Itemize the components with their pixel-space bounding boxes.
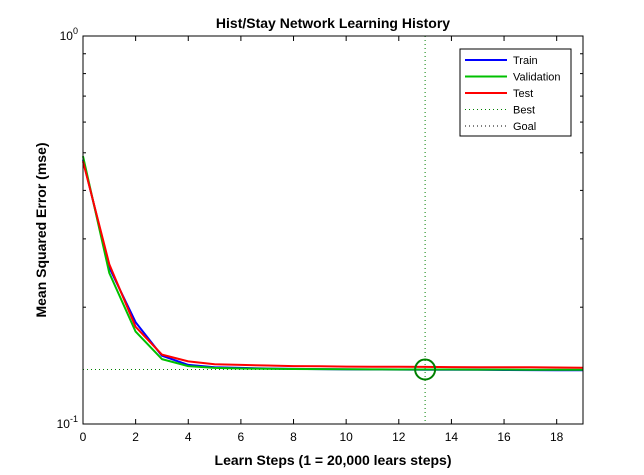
y-axis-ticks: 100 10-1	[57, 26, 583, 431]
x-axis-label: Learn Steps (1 = 20,000 lears steps)	[215, 452, 452, 468]
series-line-test	[82, 161, 584, 369]
y-tick-label: 10-1	[57, 414, 78, 431]
marker-layer	[414, 358, 437, 381]
legend-label-validation: Validation	[513, 72, 561, 84]
legend-label-train: Train	[513, 55, 538, 67]
y-tick-label: 100	[60, 26, 78, 43]
legend: Train Validation Test Best Goal	[459, 48, 572, 137]
legend-label-goal: Goal	[513, 121, 536, 133]
legend-label-test: Test	[513, 88, 533, 100]
plot-border	[82, 35, 584, 425]
x-tick-label: 18	[550, 430, 564, 444]
best-marker-circle	[414, 358, 437, 381]
x-axis-ticks: 0 2 4 6 8 10 12 14 16 18	[80, 36, 564, 444]
x-tick-label: 16	[497, 430, 511, 444]
x-tick-label: 0	[80, 430, 87, 444]
x-tick-label: 2	[132, 430, 139, 444]
series-layer	[82, 155, 584, 372]
x-tick-label: 12	[392, 430, 406, 444]
x-tick-label: 4	[185, 430, 192, 444]
x-tick-label: 8	[290, 430, 297, 444]
y-axis-label: Mean Squared Error (mse)	[33, 142, 49, 317]
x-tick-label: 14	[445, 430, 459, 444]
series-line-validation	[82, 155, 583, 371]
legend-label-best: Best	[513, 105, 535, 117]
x-tick-label: 10	[339, 430, 353, 444]
chart-title: Hist/Stay Network Learning History	[216, 15, 450, 31]
x-tick-label: 6	[238, 430, 245, 444]
